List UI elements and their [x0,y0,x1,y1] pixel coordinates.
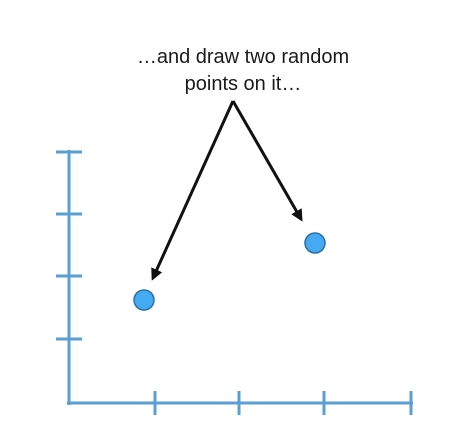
random-points [133,232,326,311]
annotation-arrows [151,100,303,281]
random-point-1 [133,289,155,311]
axes [56,150,413,415]
annotation-line-1: …and draw two random [136,46,350,68]
random-point-2 [304,232,326,254]
arrow-to-point-1 [151,100,235,281]
annotation-text: …and draw two random points on it… [0,44,468,98]
arrow-to-point-2 [231,100,303,222]
annotation-line-2: points on it… [184,73,302,95]
